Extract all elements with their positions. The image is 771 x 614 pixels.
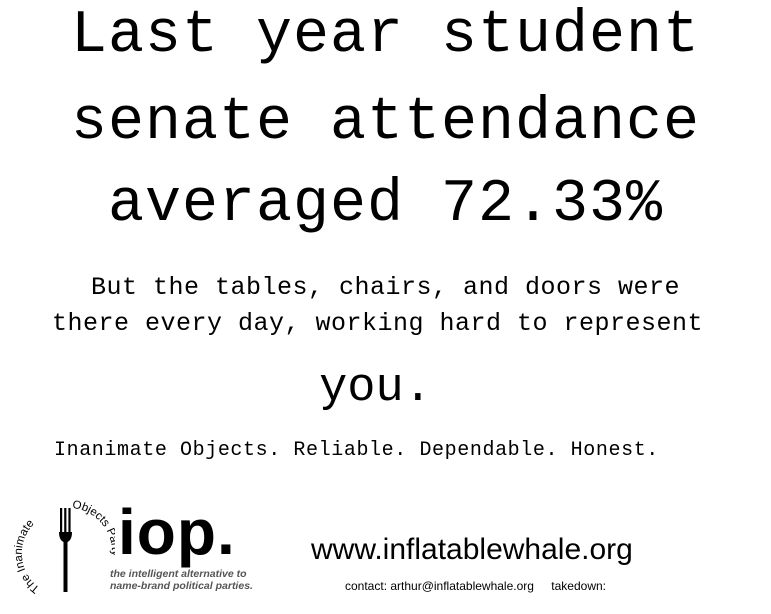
takedown-label: takedown:	[551, 579, 606, 593]
iop-logo: The Inanimate Objects Party iop. the int…	[10, 500, 275, 600]
subtext-line-1: But the tables, chairs, and doors were	[90, 273, 681, 302]
logo-arc-right-text: Objects Party	[71, 500, 115, 557]
logo-arc-left-text: The Inanimate	[13, 518, 42, 596]
headline-line-2: senate attendance	[70, 89, 701, 157]
logo-emblem: The Inanimate Objects Party	[13, 500, 115, 596]
headline-line-3: averaged 72.33%	[107, 171, 664, 239]
logo-wordmark: iop.	[118, 496, 236, 568]
logo-slogan-line-2: name-brand political parties.	[110, 580, 253, 592]
website-url[interactable]: www.inflatablewhale.org	[311, 533, 633, 566]
subtext-emphasis: you.	[319, 362, 432, 415]
contact-line: contact: arthur@inflatablewhale.org take…	[345, 580, 606, 592]
contact-email[interactable]: contact: arthur@inflatablewhale.org	[345, 579, 534, 593]
headline-line-1: Last year student	[70, 2, 701, 70]
fork-icon	[59, 508, 72, 592]
logo-arc-left: The Inanimate	[13, 518, 42, 596]
logo-arc-right: Objects Party	[71, 500, 115, 557]
logo-slogan-line-1: the intelligent alternative to	[110, 568, 247, 580]
logo-slogan: the intelligent alternative to name-bran…	[110, 568, 253, 592]
tagline: Inanimate Objects. Reliable. Dependable.…	[54, 439, 659, 462]
subtext-line-2: there every day, working hard to represe…	[51, 309, 704, 338]
